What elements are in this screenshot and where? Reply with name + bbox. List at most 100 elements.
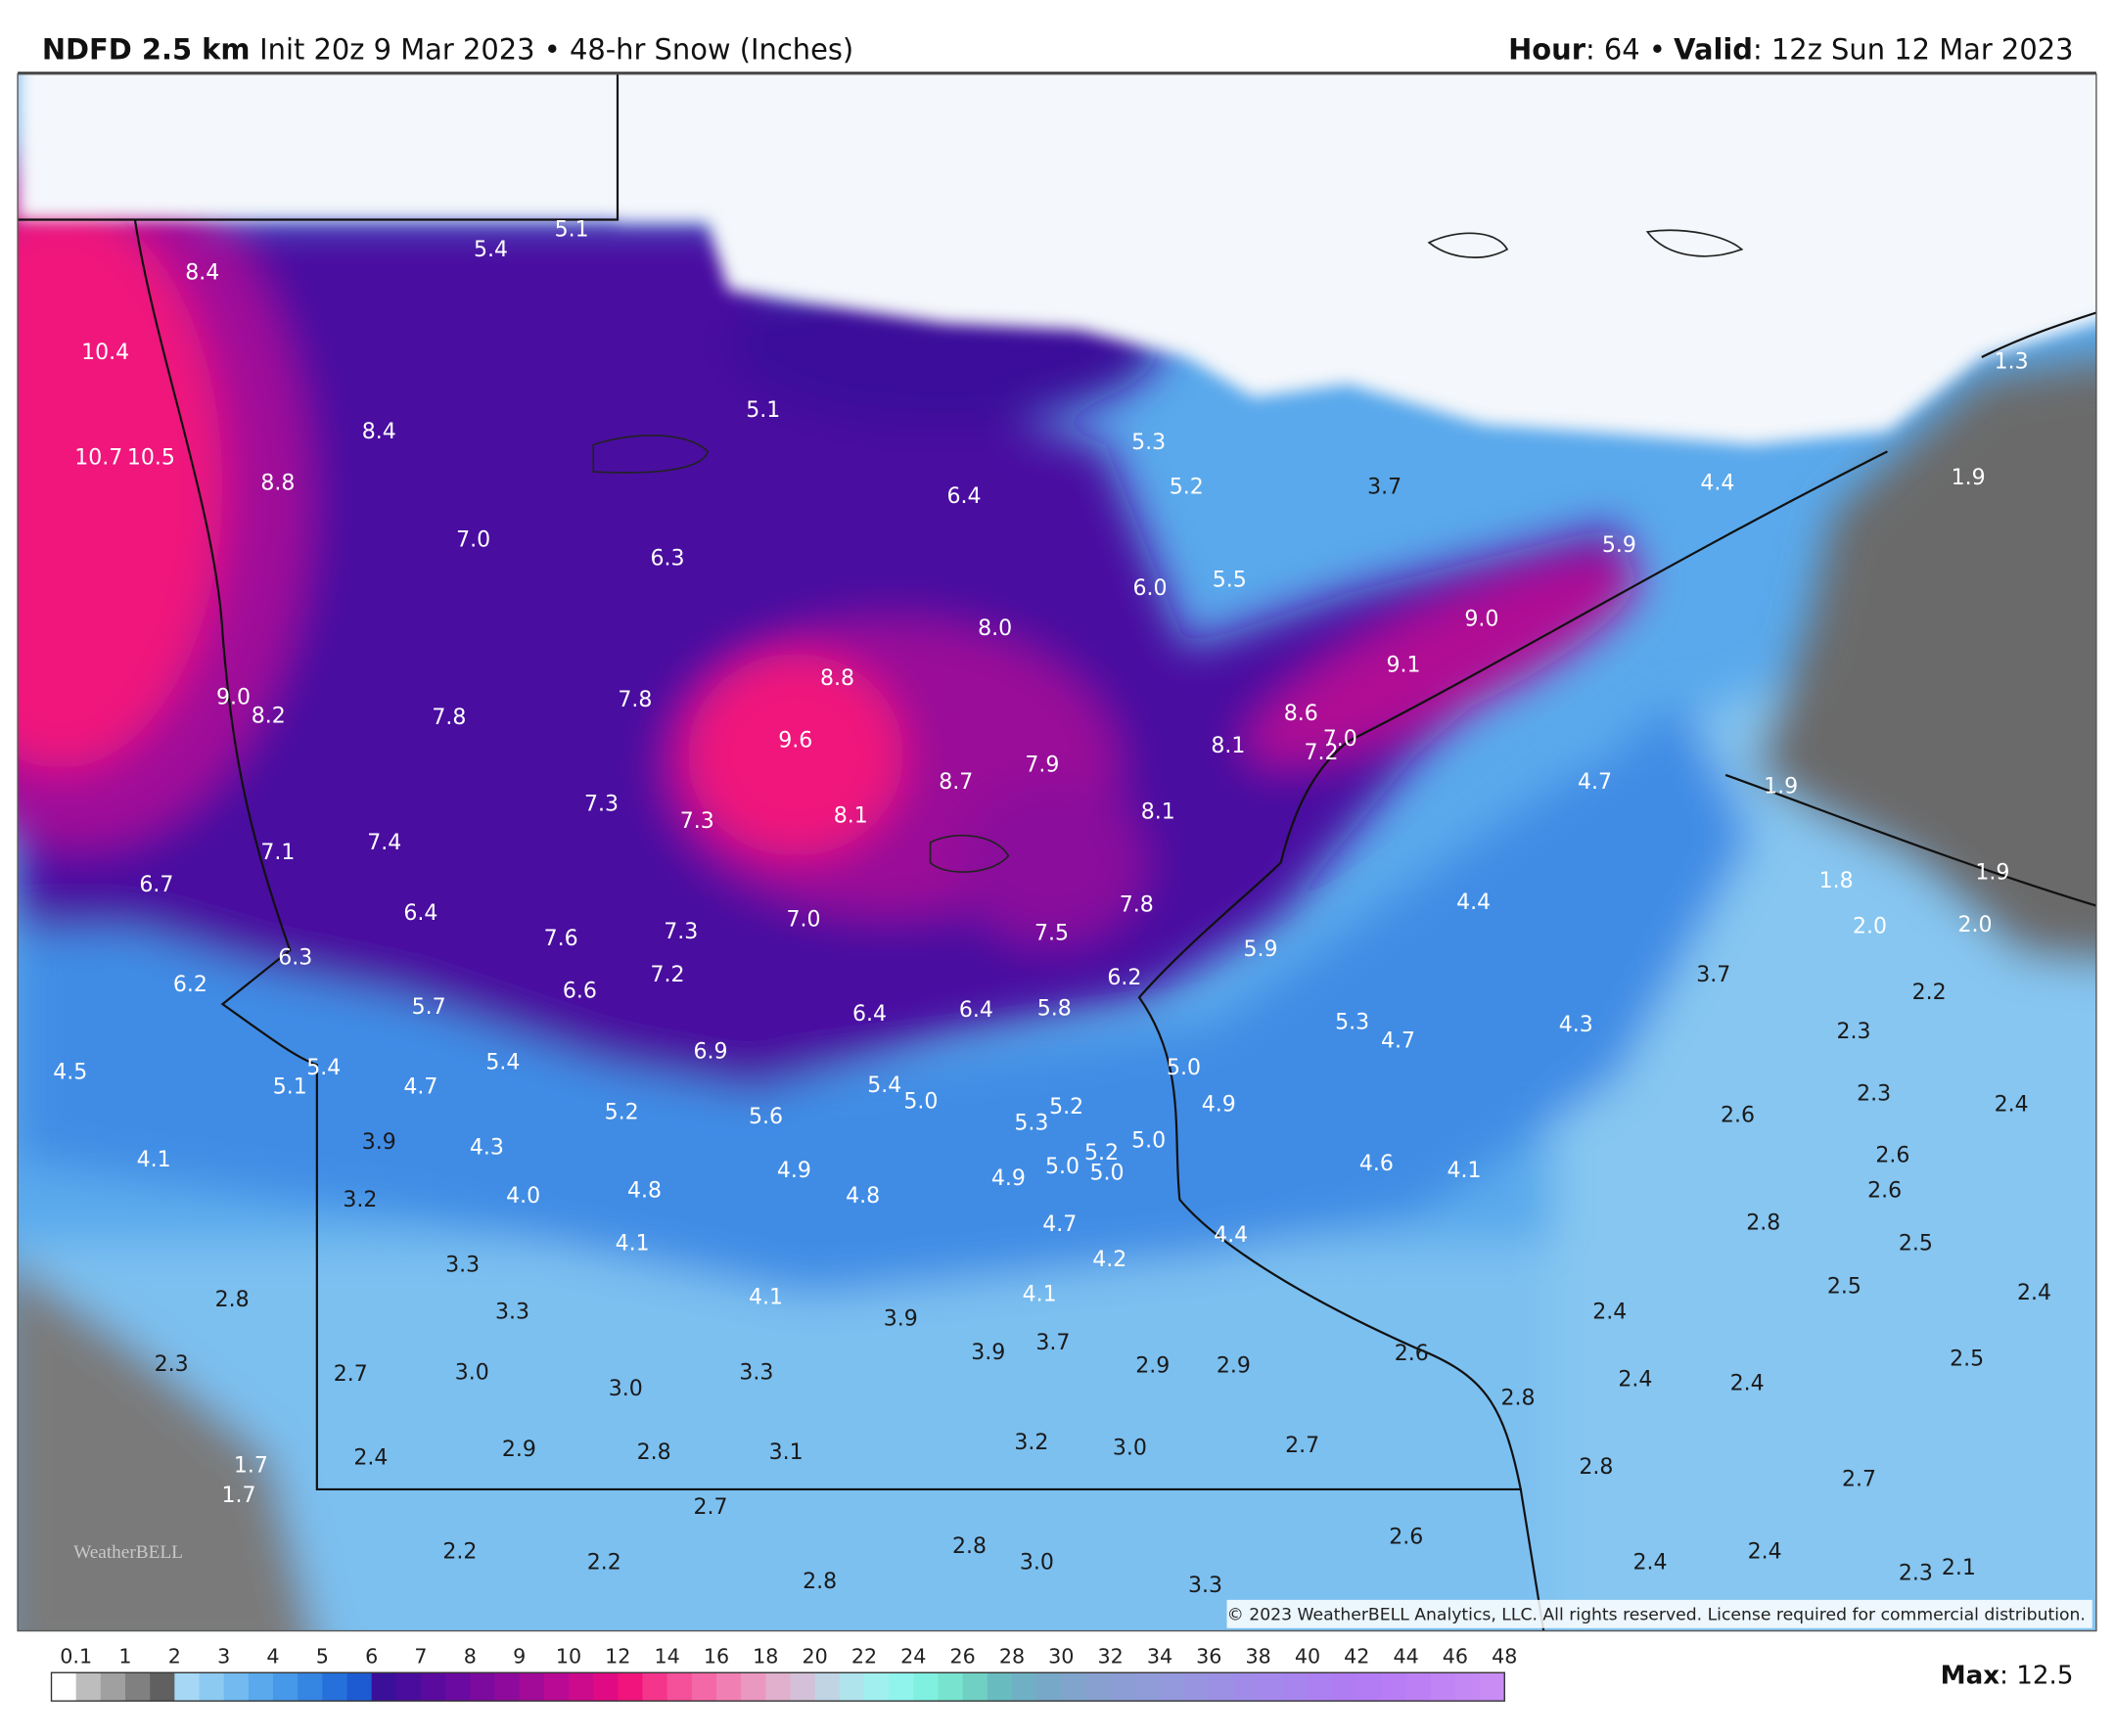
value-label: 7.2 [1304, 741, 1338, 765]
value-label: 3.0 [455, 1360, 489, 1385]
value-label: 5.2 [1084, 1141, 1119, 1165]
max-text: Max: 12.5 [1941, 1661, 2074, 1690]
value-label: 3.7 [1367, 476, 1402, 500]
colorbar-tick-label: 1 [118, 1645, 131, 1668]
value-label: 8.4 [362, 420, 396, 444]
value-label: 8.2 [252, 705, 286, 729]
colorbar-tick-label: 9 [513, 1645, 526, 1668]
value-label: 6.4 [959, 998, 993, 1023]
value-label: 8.0 [978, 617, 1012, 641]
value-label: 1.9 [1764, 774, 1798, 799]
value-label: 1.9 [1975, 861, 2009, 886]
colorbar-cell [51, 1672, 77, 1702]
borders [18, 73, 2096, 1631]
colorbar-cell [1011, 1672, 1037, 1702]
value-label: 5.0 [1089, 1162, 1124, 1186]
value-label: 2.2 [442, 1540, 477, 1565]
value-label: 3.3 [739, 1360, 773, 1385]
value-label: 5.9 [1243, 937, 1277, 962]
value-labels: 8.410.410.7 10.58.88.47.05.45.15.16.39.08… [53, 218, 2051, 1599]
value-label: 2.7 [1285, 1434, 1319, 1458]
value-label: 2.6 [1875, 1144, 1909, 1168]
value-label: 2.6 [1867, 1179, 1902, 1204]
value-label: 7.4 [367, 831, 401, 855]
value-label: 2.5 [1950, 1348, 1984, 1372]
colorbar-cell [839, 1672, 865, 1702]
colorbar-cell [1061, 1672, 1087, 1702]
colorbar-cell [1184, 1672, 1210, 1702]
value-label: 2.3 [1857, 1081, 1891, 1106]
colorbar-tick-label: 18 [753, 1645, 778, 1668]
colorbar-tick-label: 3 [217, 1645, 230, 1668]
value-label: 2.4 [1748, 1540, 1782, 1565]
colorbar-cell [715, 1672, 742, 1702]
colorbar-cell [125, 1672, 151, 1702]
colorbar-cell [642, 1672, 668, 1702]
value-label: 2.4 [1592, 1301, 1627, 1325]
value-label: 8.8 [820, 666, 854, 691]
colorbar-cell [814, 1672, 841, 1702]
value-label: 5.4 [867, 1074, 901, 1098]
value-label: 1.7 [234, 1454, 268, 1479]
colorbar-cell [445, 1672, 471, 1702]
value-label: 5.1 [555, 218, 589, 243]
colorbar-cell [987, 1672, 1013, 1702]
lake-outlines [592, 229, 1744, 873]
colorbar-cell [1233, 1672, 1260, 1702]
value-label: 5.1 [746, 398, 780, 423]
colorbar-cell [1085, 1672, 1112, 1702]
copyright-box [1226, 1599, 2092, 1628]
value-label: 9.1 [1386, 653, 1420, 677]
value-label: 2.2 [587, 1551, 621, 1576]
value-label: 7.6 [544, 927, 578, 951]
value-label: 2.8 [803, 1570, 837, 1594]
value-label: 4.4 [1214, 1223, 1248, 1248]
value-label: 4.0 [506, 1184, 540, 1209]
colorbar-tick-label: 12 [605, 1645, 630, 1668]
value-label: 2.3 [1899, 1562, 1933, 1586]
colorbar-cell [199, 1672, 225, 1702]
map-area: 8.410.410.7 10.58.88.47.05.45.15.16.39.08… [18, 73, 2096, 1631]
value-label: 2.5 [1899, 1231, 1933, 1256]
colorbar-tick-label: 48 [1492, 1645, 1517, 1668]
colorbar-cell [765, 1672, 792, 1702]
value-label: 4.7 [1578, 770, 1612, 795]
logo: WeatherBELL [73, 1542, 183, 1563]
value-label: 9.6 [778, 729, 812, 754]
value-label: 2.0 [1957, 913, 1992, 937]
value-label: 5.2 [1170, 476, 1204, 500]
value-label: 5.1 [273, 1075, 307, 1100]
value-label: 4.8 [627, 1179, 662, 1204]
value-label: 2.6 [1395, 1342, 1429, 1366]
value-label: 2.4 [1730, 1372, 1765, 1396]
value-label: 2.4 [2017, 1281, 2051, 1305]
colorbar-cell [223, 1672, 250, 1702]
value-label: 1.7 [221, 1484, 255, 1508]
colorbar-cell [470, 1672, 496, 1702]
colorbar-cell [741, 1672, 766, 1702]
colorbar-cell [1134, 1672, 1161, 1702]
value-label: 9.0 [216, 685, 251, 709]
value-label: 5.8 [1037, 997, 1072, 1022]
colorbar-cell [1381, 1672, 1407, 1702]
value-label: 4.9 [1202, 1092, 1236, 1117]
colorbar-cell [938, 1672, 964, 1702]
value-label: 4.6 [1359, 1152, 1394, 1176]
value-label: 6.6 [563, 980, 597, 1004]
colorbar-tick-label: 24 [900, 1645, 926, 1668]
colorbar-cell [1405, 1672, 1432, 1702]
valid-value: : 12z Sun 12 Mar 2023 [1753, 33, 2074, 67]
value-label: 4.5 [53, 1060, 87, 1084]
value-label: 8.1 [834, 804, 868, 829]
max-label: Max [1941, 1661, 2000, 1690]
shading [18, 148, 2096, 1631]
value-label: 3.0 [1113, 1437, 1147, 1461]
value-label: 6.3 [278, 945, 312, 970]
colorbar-tick-label: 44 [1393, 1645, 1418, 1668]
colorbar-tick-label: 2 [168, 1645, 181, 1668]
value-label: 6.4 [852, 1002, 887, 1027]
value-label: 5.7 [412, 995, 446, 1020]
value-label: 8.4 [185, 261, 219, 286]
value-label: 2.7 [694, 1495, 728, 1520]
